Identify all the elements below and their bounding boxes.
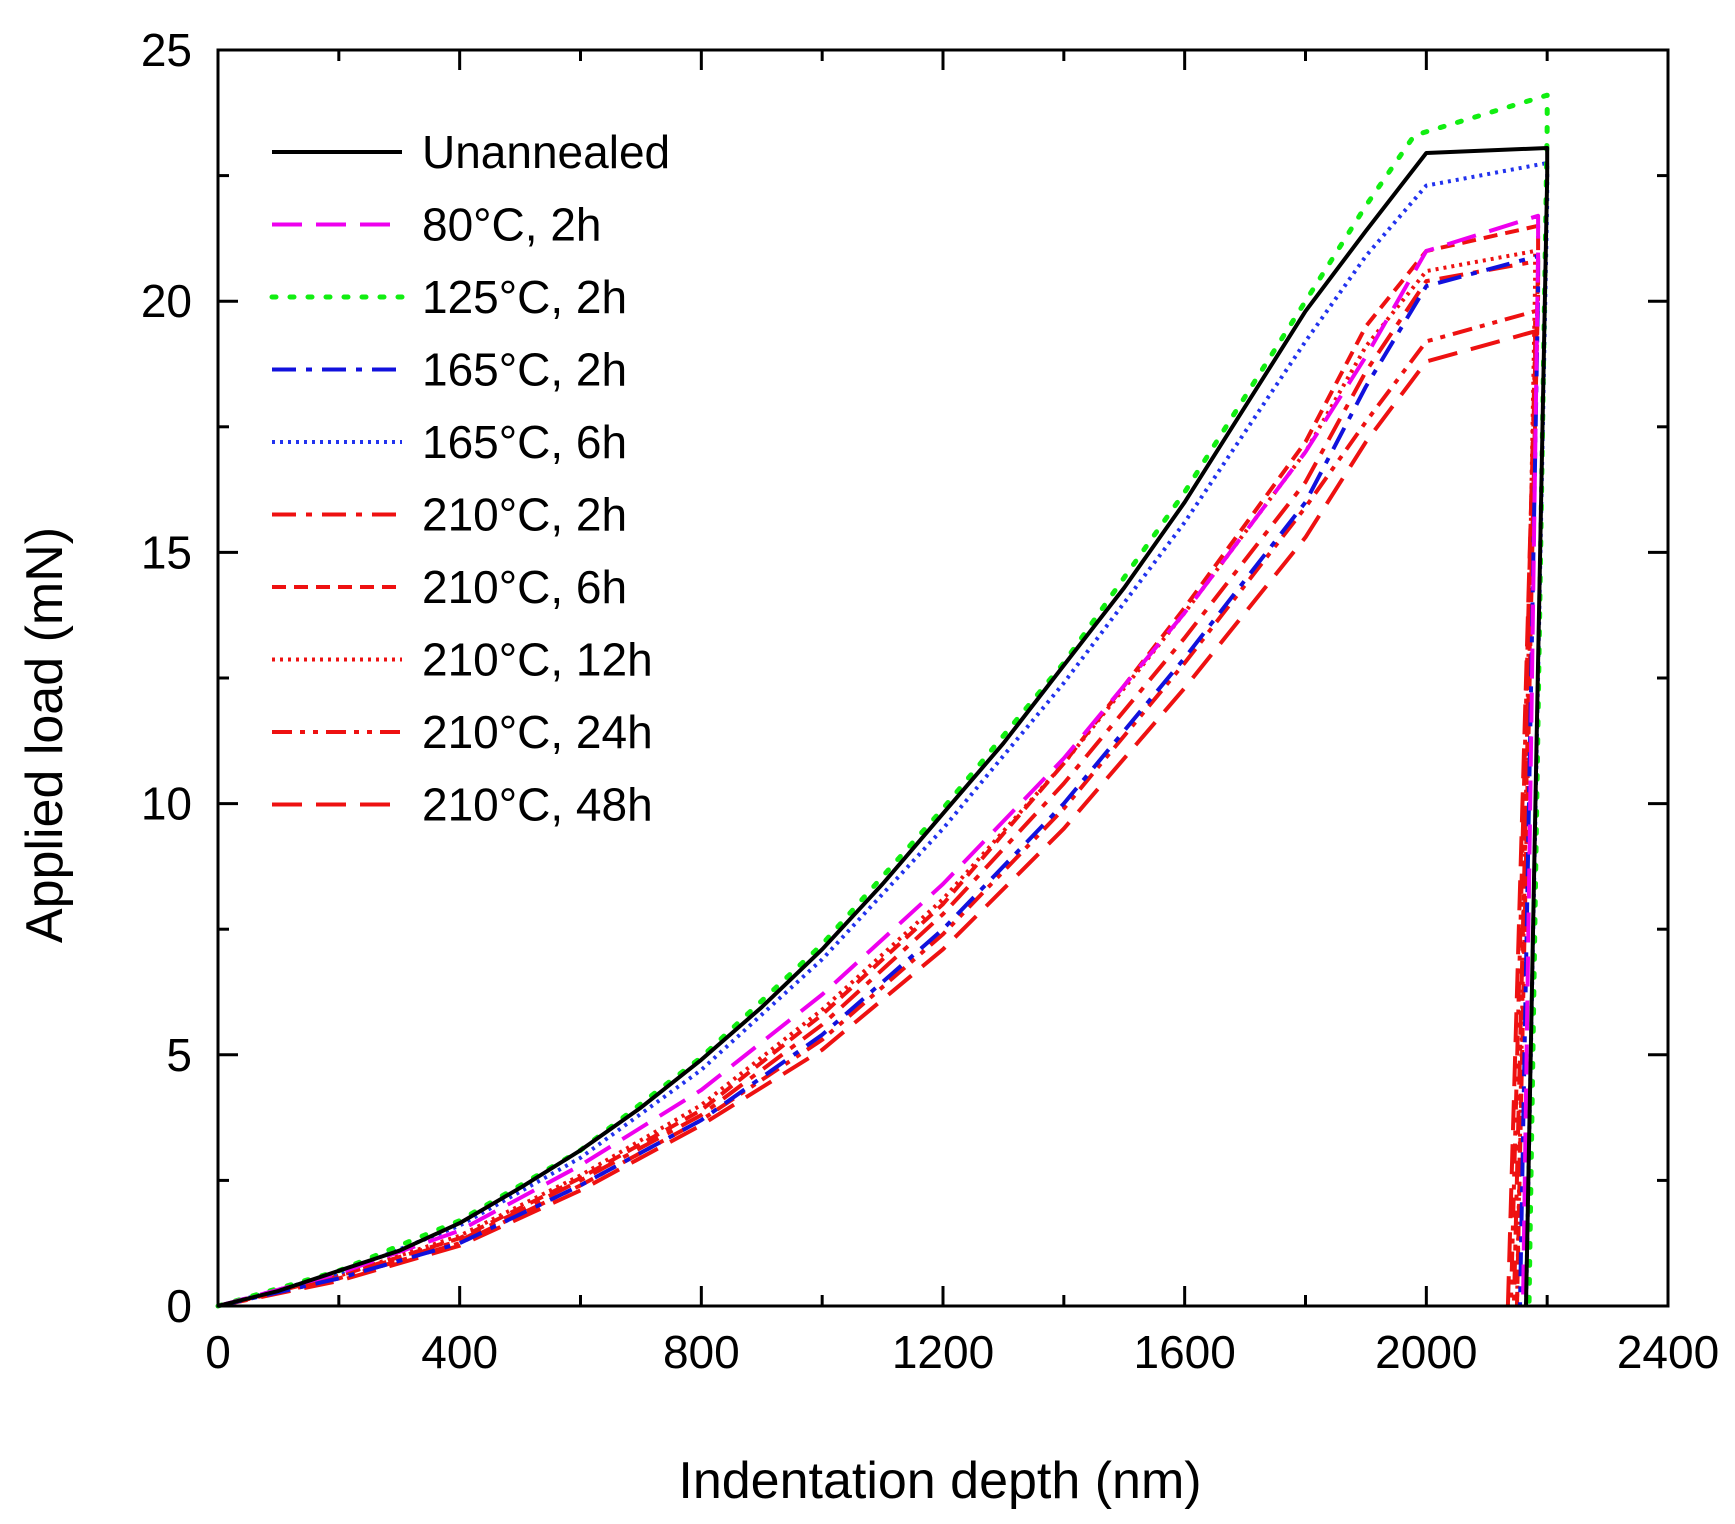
- x-axis-label: Indentation depth (nm): [678, 1452, 1201, 1510]
- x-tick-label: 1600: [1133, 1326, 1235, 1378]
- x-tick-label: 0: [205, 1326, 231, 1378]
- legend-label: 125°C, 2h: [422, 271, 627, 323]
- legend-label: Unannealed: [422, 126, 670, 178]
- legend-label: 210°C, 48h: [422, 779, 653, 831]
- x-tick-label: 1200: [892, 1326, 994, 1378]
- legend-entry-9: 210°C, 24h: [272, 706, 653, 758]
- legend-entry-1: Unannealed: [272, 126, 670, 178]
- legend-entry-3: 125°C, 2h: [269, 271, 627, 323]
- legend-label: 210°C, 24h: [422, 706, 653, 758]
- legend-entry-4: 165°C, 2h: [272, 344, 627, 396]
- series-line-8: [217, 249, 1538, 1308]
- legend-label: 210°C, 2h: [422, 489, 627, 541]
- y-tick-label: 0: [166, 1280, 192, 1332]
- legend-entry-10: 210°C, 48h: [272, 779, 653, 831]
- series-line-1: [217, 146, 1550, 1308]
- series-line-9: [217, 309, 1538, 1308]
- legend-label: 165°C, 6h: [422, 416, 627, 468]
- legend-label: 210°C, 12h: [422, 634, 653, 686]
- y-tick-label: 15: [141, 526, 192, 578]
- series-line-4: [217, 254, 1541, 1308]
- legend-label: 80°C, 2h: [422, 199, 602, 251]
- y-tick-label: 5: [166, 1029, 192, 1081]
- series-line-10: [217, 329, 1538, 1308]
- legend-label: 165°C, 2h: [422, 344, 627, 396]
- series-line-2: [217, 213, 1541, 1308]
- y-tick-label: 10: [141, 778, 192, 830]
- series-line-7: [217, 223, 1541, 1308]
- x-tick-label: 2000: [1375, 1326, 1477, 1378]
- plot-area: [215, 92, 1550, 1309]
- legend-entry-5: 165°C, 6h: [272, 416, 627, 468]
- series-line-5: [217, 161, 1550, 1308]
- legend-entry-2: 80°C, 2h: [272, 199, 602, 251]
- legend-entry-7: 210°C, 6h: [272, 561, 627, 613]
- x-tick-label: 800: [663, 1326, 740, 1378]
- y-tick-label: 25: [141, 24, 192, 76]
- y-axis-label: Applied load (mN): [16, 527, 74, 943]
- x-tick-label: 2400: [1617, 1326, 1719, 1378]
- x-tick-label: 400: [421, 1326, 498, 1378]
- legend-entry-6: 210°C, 2h: [272, 489, 627, 541]
- axes: 0 400 800 1200 1600 2000 2400 0 5 10 15 20 25: [141, 24, 1719, 1378]
- legend-label: 210°C, 6h: [422, 561, 627, 613]
- y-tick-label: 20: [141, 275, 192, 327]
- legend: Unannealed 80°C, 2h 125°C, 2h 165°C, 2h 165°…: [269, 126, 670, 831]
- legend-entry-8: 210°C, 12h: [272, 634, 653, 686]
